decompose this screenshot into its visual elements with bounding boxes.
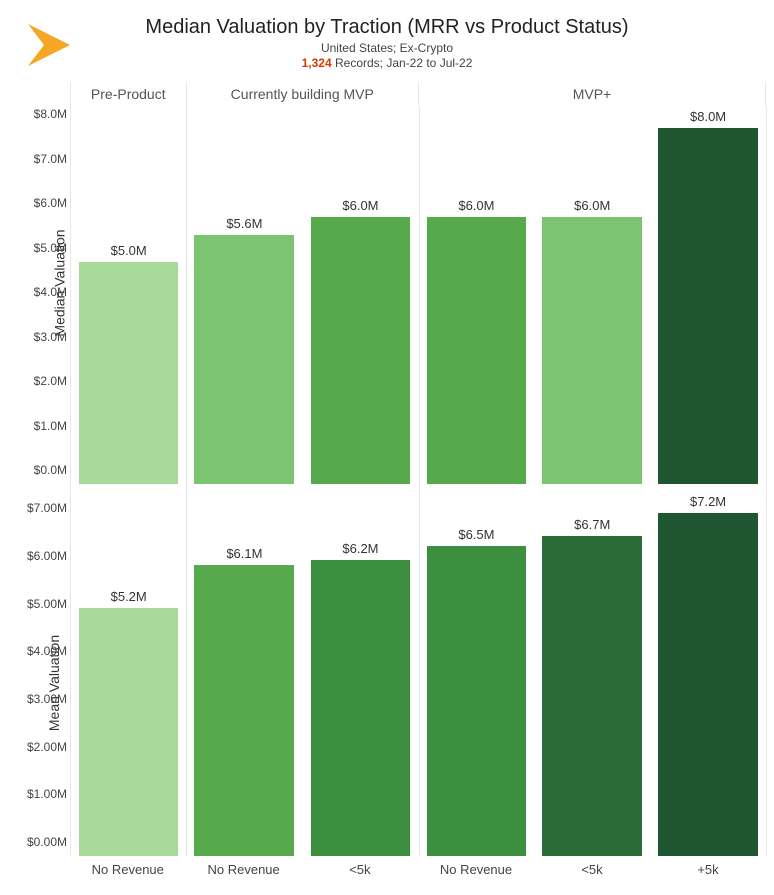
bar-group: $5.0M: [71, 106, 186, 484]
bar-group: $6.5M $6.7M $7.2M: [419, 484, 767, 856]
bar-column: $8.0M: [650, 106, 766, 484]
y-tick-label: $1.0M: [17, 419, 67, 433]
y-tick-label: $6.0M: [17, 196, 67, 210]
y-tick-label: $4.00M: [17, 644, 67, 658]
group-separator: [766, 106, 767, 484]
bar: [194, 565, 294, 856]
bar: [658, 128, 758, 484]
y-tick-label: $7.00M: [17, 501, 67, 515]
bar: [79, 608, 178, 856]
bar-value-label: $6.0M: [342, 198, 378, 213]
bar-column: $7.2M: [650, 484, 766, 856]
group-header: Pre-Product: [70, 82, 186, 106]
group-separator: [766, 484, 767, 856]
y-tick-label: $3.0M: [17, 330, 67, 344]
bar-column: $5.6M: [186, 106, 302, 484]
chart-records-line: 1,324 Records; Jan-22 to Jul-22: [0, 56, 774, 70]
bar-column: $6.0M: [302, 106, 418, 484]
bar-value-label: $7.2M: [690, 494, 726, 509]
x-category-label: No Revenue: [418, 862, 534, 877]
bar-value-label: $6.7M: [574, 517, 610, 532]
bar: [542, 536, 642, 856]
records-suffix: Records; Jan-22 to Jul-22: [332, 56, 473, 70]
bar-value-label: $6.2M: [342, 541, 378, 556]
bar: [311, 217, 411, 484]
bar-column: $6.0M: [534, 106, 650, 484]
bar-column: $5.0M: [71, 106, 186, 484]
median-chart: Pre-ProductCurrently building MVPMVP+ Me…: [0, 82, 774, 484]
x-category-label: <5k: [534, 862, 650, 877]
bar-value-label: $5.2M: [111, 589, 147, 604]
y-tick-label: $4.0M: [17, 285, 67, 299]
bar: [79, 262, 178, 484]
chart-header: Median Valuation by Traction (MRR vs Pro…: [0, 0, 774, 70]
bar-value-label: $6.5M: [458, 527, 494, 542]
bar-column: $5.2M: [71, 484, 186, 856]
bar-value-label: $6.0M: [574, 198, 610, 213]
x-category-label: <5k: [302, 862, 418, 877]
group-header: MVP+: [418, 82, 766, 106]
chart-title: Median Valuation by Traction (MRR vs Pro…: [0, 16, 774, 39]
bar-column: $6.7M: [534, 484, 650, 856]
bar-value-label: $5.0M: [111, 243, 147, 258]
x-group: No Revenue: [70, 858, 186, 880]
bar-value-label: $6.1M: [226, 546, 262, 561]
bar-value-label: $6.0M: [458, 198, 494, 213]
bar-group: $5.6M $6.0M: [186, 106, 418, 484]
y-tick-label: $7.0M: [17, 152, 67, 166]
bar-column: $6.5M: [419, 484, 535, 856]
bar-column: $6.0M: [419, 106, 535, 484]
bar-group: $6.1M $6.2M: [186, 484, 418, 856]
y-tick-label: $2.0M: [17, 374, 67, 388]
brand-logo: [22, 18, 76, 77]
bar: [427, 217, 527, 484]
y-tick-label: $3.00M: [17, 692, 67, 706]
mean-chart: Mean Valuation $0.00M$1.00M$2.00M$3.00M$…: [0, 484, 774, 882]
bar: [311, 560, 411, 856]
bar: [427, 546, 527, 856]
chart-subtitle: United States; Ex-Crypto: [0, 41, 774, 55]
y-tick-label: $1.00M: [17, 787, 67, 801]
x-category-label: No Revenue: [70, 862, 186, 877]
x-category-label: +5k: [650, 862, 766, 877]
bar-value-label: $8.0M: [690, 109, 726, 124]
bar-group: $6.0M $6.0M $8.0M: [419, 106, 767, 484]
y-tick-label: $0.00M: [17, 835, 67, 849]
group-header: Currently building MVP: [186, 82, 418, 106]
bar-column: $6.1M: [186, 484, 302, 856]
x-category-label: No Revenue: [186, 862, 302, 877]
record-count: 1,324: [302, 56, 332, 70]
y-tick-label: $5.0M: [17, 241, 67, 255]
x-group: No Revenue<5k: [186, 858, 418, 880]
y-tick-label: $6.00M: [17, 549, 67, 563]
bar: [658, 513, 758, 856]
x-group: No Revenue<5k+5k: [418, 858, 766, 880]
bar: [542, 217, 642, 484]
y-tick-label: $5.00M: [17, 597, 67, 611]
y-tick-label: $8.0M: [17, 107, 67, 121]
y-tick-label: $0.0M: [17, 463, 67, 477]
bar-column: $6.2M: [302, 484, 418, 856]
bar: [194, 235, 294, 484]
bar-group: $5.2M: [71, 484, 186, 856]
y-tick-label: $2.00M: [17, 740, 67, 754]
bar-value-label: $5.6M: [226, 216, 262, 231]
